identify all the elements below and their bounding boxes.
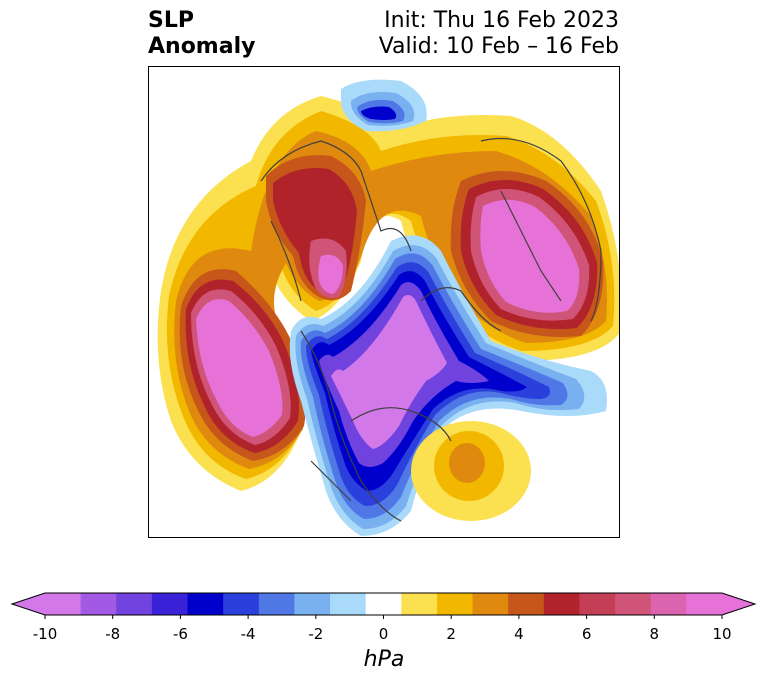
colorbar-tick-label: -8 <box>105 625 121 643</box>
colorbar-segment <box>401 593 438 615</box>
colorbar-segment <box>258 593 295 615</box>
map-title: SLP Anomaly <box>148 8 255 60</box>
colorbar-tick-label: -2 <box>308 625 324 643</box>
colorbar-segment <box>45 593 82 615</box>
colorbar-segment <box>223 593 260 615</box>
contour-neg-10 <box>331 295 447 449</box>
colorbar-tick-label: 8 <box>649 625 660 643</box>
colorbar-segment <box>615 593 652 615</box>
colorbar-tick-label: 0 <box>378 625 389 643</box>
atlantic-pos-3 <box>449 443 485 483</box>
colorbar-segment <box>365 593 402 615</box>
colorbar-tick-label: 2 <box>446 625 456 643</box>
colorbar-segment <box>151 593 189 615</box>
colorbar-segment <box>686 593 723 615</box>
colorbar-tick-label: -10 <box>32 625 58 643</box>
colorbar-segment <box>187 593 224 615</box>
colorbar-tick-label: -6 <box>172 625 188 643</box>
colorbar-segment <box>508 593 545 615</box>
colorbar-segment <box>294 593 331 615</box>
colorbar-scale <box>10 592 757 619</box>
colorbar-segment <box>436 593 474 615</box>
map-panel <box>148 66 620 538</box>
colorbar-max-extension <box>722 593 755 615</box>
contour-pos-10b <box>318 254 343 294</box>
colorbar-segment <box>650 593 687 615</box>
coastlines <box>260 137 602 522</box>
slp-anomaly-map <box>151 76 619 537</box>
init-date-label: Init: Thu 16 Feb 2023 <box>384 8 619 33</box>
colorbar-min-extension <box>12 593 45 615</box>
contour-neg-5b <box>361 106 397 120</box>
title-line-1: SLP <box>148 8 194 33</box>
colorbar-segment <box>116 593 153 615</box>
colorbar-tick-label: 4 <box>514 625 524 643</box>
colorbar-unit-label: hPa <box>363 647 405 672</box>
colorbar-tick-label: -4 <box>240 625 256 643</box>
colorbar-tick-label: 10 <box>712 625 732 643</box>
map-subtitle: Init: Thu 16 Feb 2023 Valid: 10 Feb – 16… <box>379 8 619 60</box>
colorbar-segment <box>472 593 509 615</box>
colorbar: -10 -8 -6 -4 -2 0 2 4 6 8 10 hPa <box>0 585 768 684</box>
valid-range-label: Valid: 10 Feb – 16 Feb <box>378 34 619 59</box>
colorbar-segment <box>80 593 117 615</box>
title-line-2: Anomaly <box>148 34 256 59</box>
colorbar-tick-label: 6 <box>581 625 592 643</box>
colorbar-segment <box>543 593 580 615</box>
colorbar-segment <box>330 593 367 615</box>
contour-pos-10c <box>480 199 580 313</box>
contour-pos-10 <box>196 299 283 437</box>
colorbar-segment <box>579 593 616 615</box>
